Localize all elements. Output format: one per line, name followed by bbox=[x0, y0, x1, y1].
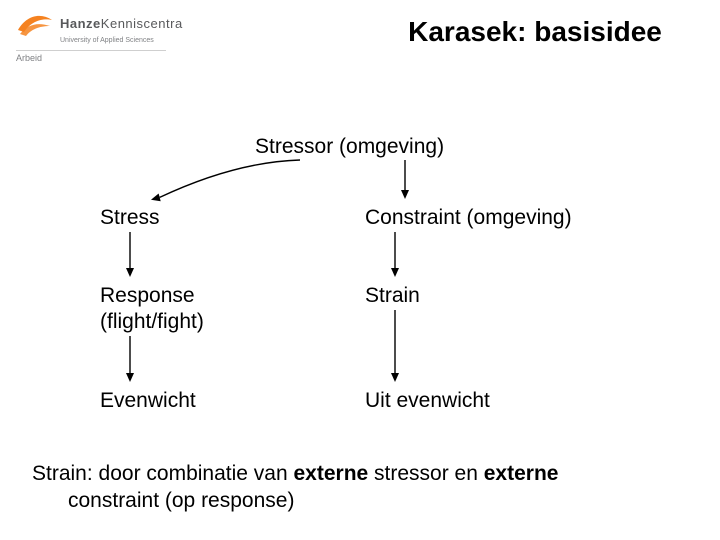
node-evenwicht: Evenwicht bbox=[100, 388, 196, 414]
node-strain: Strain bbox=[365, 283, 420, 309]
footer-bold-2: externe bbox=[484, 462, 559, 485]
footer-mid-1: stressor en bbox=[368, 462, 484, 485]
logo-wordmark: HanzeKenniscentra bbox=[60, 15, 183, 33]
node-response-line1: Response bbox=[100, 283, 195, 309]
logo-swoosh-icon bbox=[16, 10, 54, 38]
footer-text: Strain: door combinatie van externe stre… bbox=[32, 460, 672, 515]
logo-brand-suffix: Kenniscentra bbox=[101, 16, 183, 31]
logo-subtitle: University of Applied Sciences bbox=[60, 37, 186, 44]
arrow-3 bbox=[391, 232, 399, 277]
arrow-0 bbox=[151, 160, 300, 201]
arrow-4 bbox=[126, 336, 134, 382]
arrow-2 bbox=[126, 232, 134, 277]
node-stress: Stress bbox=[100, 205, 160, 231]
logo-brand-prefix: Hanze bbox=[60, 16, 101, 31]
page-title: Karasek: basisidee bbox=[360, 16, 710, 48]
arrow-5 bbox=[391, 310, 399, 382]
arrow-1 bbox=[401, 160, 409, 199]
footer-prefix: Strain: door combinatie van bbox=[32, 462, 293, 485]
slide-root: HanzeKenniscentra University of Applied … bbox=[0, 0, 720, 540]
node-stressor: Stressor (omgeving) bbox=[255, 134, 444, 160]
logo-department: Arbeid bbox=[16, 53, 186, 63]
footer-line-2: constraint (op response) bbox=[32, 489, 294, 512]
logo-divider bbox=[16, 50, 166, 51]
logo-block: HanzeKenniscentra University of Applied … bbox=[16, 10, 186, 63]
diagram-arrows bbox=[0, 0, 720, 540]
node-response-line2: (flight/fight) bbox=[100, 309, 204, 335]
node-uit-evenwicht: Uit evenwicht bbox=[365, 388, 490, 414]
footer-bold-1: externe bbox=[293, 462, 368, 485]
logo-row: HanzeKenniscentra bbox=[16, 10, 186, 38]
logo-text-main: HanzeKenniscentra bbox=[60, 16, 183, 31]
node-constraint: Constraint (omgeving) bbox=[365, 205, 572, 231]
